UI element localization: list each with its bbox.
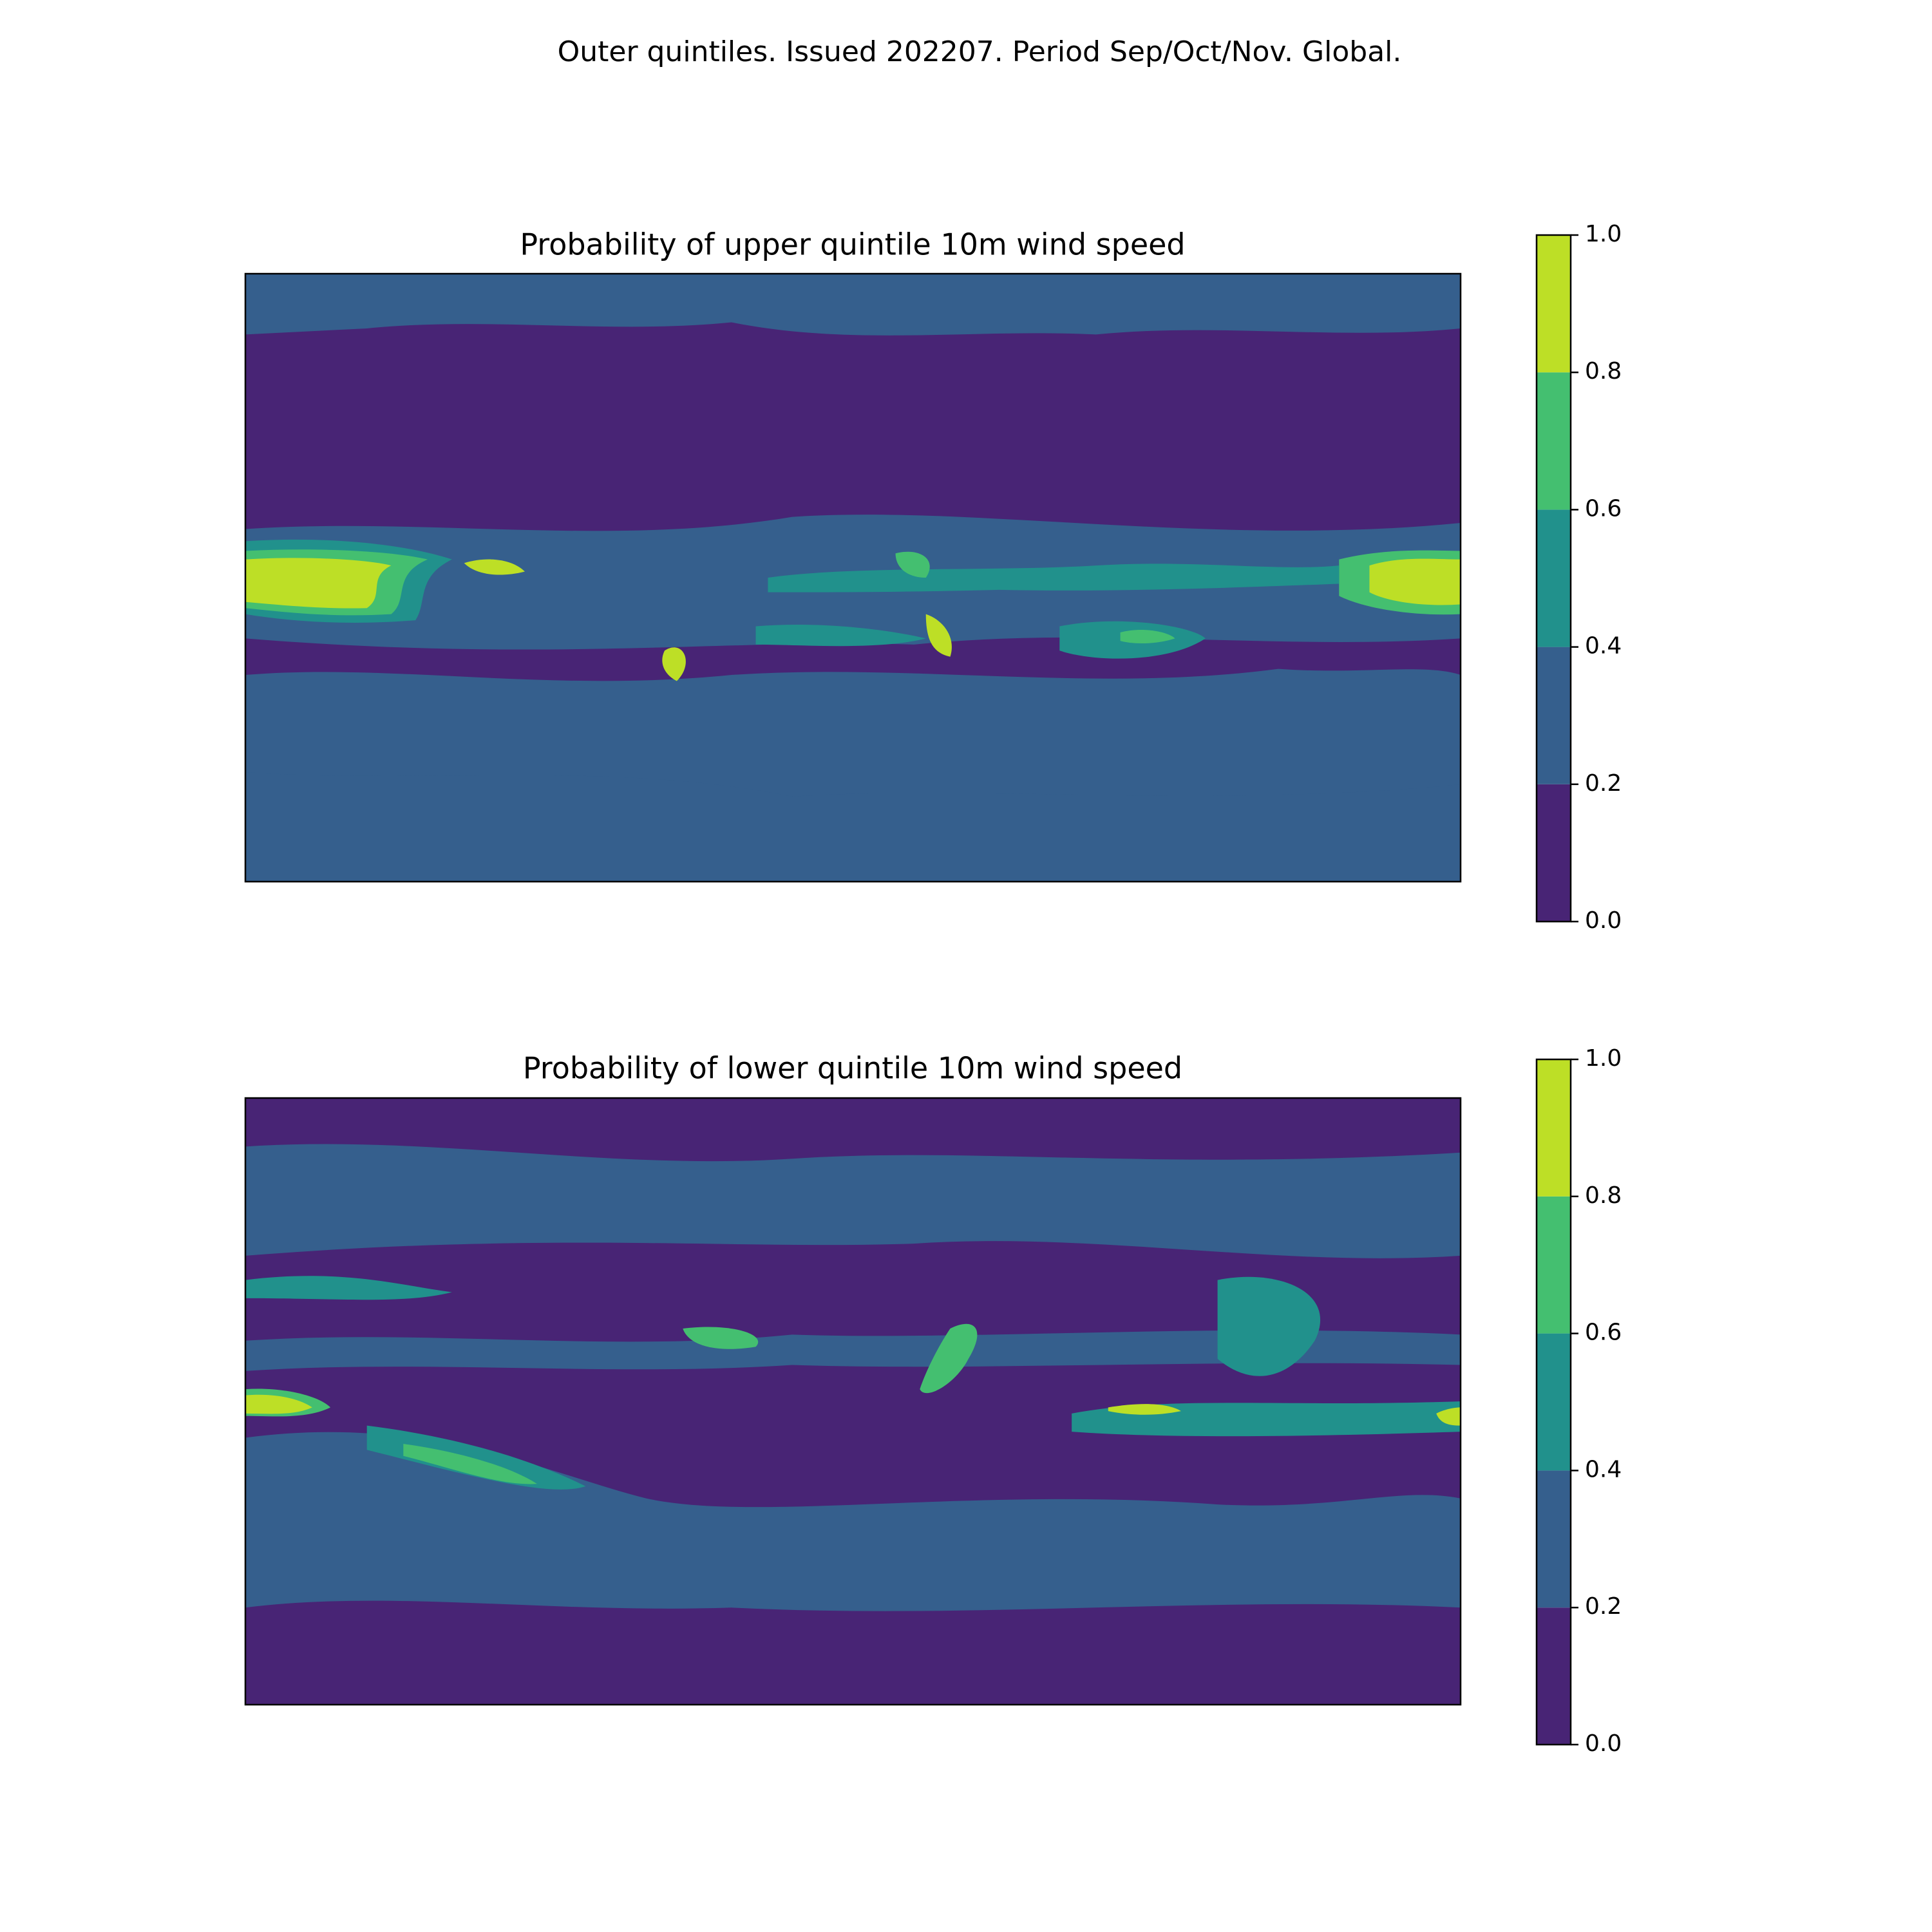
field: [925, 614, 952, 657]
map-frame: [244, 272, 1462, 883]
colorbar-tick-label: 1.0: [1585, 221, 1622, 247]
field: [464, 559, 526, 575]
colorbar-segment: [1537, 1196, 1571, 1334]
colorbar-tick-label: 0.6: [1585, 1320, 1622, 1346]
colorbar-segment: [1537, 1333, 1571, 1471]
colorbar-tick-label: 0.4: [1585, 633, 1622, 659]
colorbar-tick-label: 1.0: [1585, 1045, 1622, 1072]
map-panel: Probability of upper quintile 10m wind s…: [244, 221, 1622, 934]
field: [683, 1327, 759, 1349]
figure-title: Outer quintiles. Issued 202207. Period S…: [558, 35, 1402, 68]
colorbar-tick-label: 0.2: [1585, 770, 1622, 797]
field: [1369, 558, 1461, 605]
colorbar-segment: [1537, 1059, 1571, 1197]
field: [403, 1443, 537, 1484]
field: [1120, 630, 1175, 644]
colorbar-frame: [1535, 1058, 1572, 1746]
field: [245, 558, 392, 609]
map-area: [245, 274, 1461, 882]
colorbar-segment: [1537, 235, 1571, 373]
colorbar-tick-label: 0.8: [1585, 358, 1622, 384]
colorbar-segment: [1537, 509, 1571, 647]
field: [895, 551, 930, 578]
field: [755, 624, 926, 647]
colorbar-segment: [1537, 372, 1571, 510]
colorbar-tick-label: 0.2: [1585, 1593, 1622, 1620]
field: [245, 1330, 1461, 1371]
field: [1108, 1404, 1181, 1415]
map-panel: Probability of lower quintile 10m wind s…: [244, 1045, 1622, 1757]
colorbar-tick-label: 0.4: [1585, 1456, 1622, 1482]
map-area: [245, 1098, 1461, 1705]
colorbar-frame: [1535, 234, 1572, 923]
field: [245, 1394, 312, 1414]
field: [920, 1323, 978, 1394]
colorbar-tick-label: 0.0: [1585, 907, 1622, 934]
colorbar-segment: [1537, 1470, 1571, 1608]
colorbar: 0.0 0.2 0.4 0.6 0.8 1.0: [1535, 1045, 1622, 1757]
field: [245, 1144, 1461, 1258]
colorbar-tick-label: 0.8: [1585, 1182, 1622, 1209]
colorbar-segment: [1537, 1607, 1571, 1745]
colorbar: 0.0 0.2 0.4 0.6 0.8 1.0: [1535, 221, 1622, 934]
field: [245, 274, 1461, 336]
map-frame: [244, 1097, 1462, 1706]
field: [245, 772, 1461, 882]
colorbar-tick-label: 0.6: [1585, 495, 1622, 522]
colorbar-tick-label: 0.0: [1585, 1730, 1622, 1757]
map-title: Probability of lower quintile 10m wind s…: [523, 1051, 1182, 1086]
map-title: Probability of upper quintile 10m wind s…: [520, 227, 1185, 262]
colorbar-segment: [1537, 784, 1571, 922]
field: [1436, 1407, 1461, 1426]
field: [662, 647, 686, 681]
field: [1217, 1276, 1321, 1376]
field: [245, 1276, 452, 1300]
field: [366, 1425, 586, 1490]
colorbar-segment: [1537, 647, 1571, 784]
